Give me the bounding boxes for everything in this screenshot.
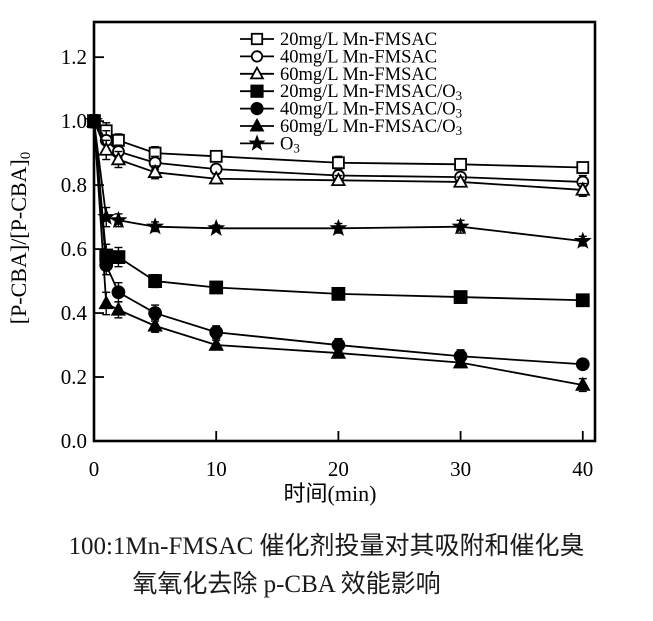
legend-item-4: 20mg/L Mn-FMSAC/O3​ [240, 82, 462, 103]
star-marker-icon [207, 218, 226, 236]
caption-line-1: 100:1Mn-FMSAC 催化剂投量对其吸附和催化臭 [68, 533, 585, 560]
triangle-open-marker-icon [575, 181, 591, 196]
circle-filled-marker-icon [148, 306, 162, 320]
square-filled-marker-icon [453, 290, 468, 304]
triangle-filled-marker-icon [575, 376, 591, 391]
series-square-filled [87, 114, 590, 308]
legend-item-3: 60mg/L Mn-FMSAC [240, 65, 437, 85]
plot-frame [92, 20, 597, 443]
legend-label: 60mg/L Mn-FMSAC [280, 65, 437, 85]
series-line [93, 121, 583, 302]
circle-open-marker-icon [250, 50, 264, 63]
star-marker-icon [573, 231, 592, 249]
legend-label: 20mg/L Mn-FMSAC/O3​ [280, 82, 462, 103]
circle-filled-marker-icon [99, 258, 114, 272]
legend-item-2: 40mg/L Mn-FMSAC [240, 47, 437, 67]
star-marker-icon [97, 207, 116, 225]
x-tick-label: 40 [572, 457, 593, 481]
y-axis-title: [P-CBA]/[P-CBA]0​ [6, 152, 34, 325]
legend-item-1: 20mg/L Mn-FMSAC [240, 30, 437, 50]
triangle-filled-marker-icon [98, 295, 114, 310]
triangle-open-marker-icon [98, 141, 114, 156]
square-filled-marker-icon [575, 293, 590, 308]
triangle-open-marker-icon [330, 171, 347, 187]
legend-label: 40mg/L Mn-FMSAC/O3​ [280, 100, 462, 121]
triangle-filled-marker-icon [249, 117, 265, 132]
circle-filled-marker-icon [250, 102, 264, 116]
square-open-marker-icon [112, 133, 125, 147]
square-filled-marker-icon [209, 280, 224, 295]
chart-area: 0 10 20 30 40 0.0 0.2 0.4 0.6 0.8 1.0 1.2 时间(min) [P-… [6, 20, 597, 506]
square-open-marker-icon [576, 161, 590, 174]
y-tick-label: 0.4 [61, 301, 88, 325]
y-tick-label: 1.2 [61, 45, 87, 69]
triangle-open-marker-icon [452, 173, 469, 188]
circle-filled-marker-icon [209, 325, 224, 340]
square-open-marker-icon [209, 149, 223, 163]
series-triangle-open [86, 112, 591, 198]
star-marker-icon [84, 111, 104, 129]
circle-filled-marker-icon [111, 285, 126, 300]
star-marker-icon [248, 134, 266, 151]
figure-caption: 100:1Mn-FMSAC 催化剂投量对其吸附和催化臭 氧氧化去除 p-CBA … [0, 528, 653, 604]
legend-label: 60mg/L Mn-FMSAC/O3​ [280, 117, 462, 138]
triangle-filled-marker-icon [147, 317, 163, 332]
x-tick-label: 10 [206, 457, 227, 481]
star-marker-icon [109, 210, 128, 228]
legend-label: O3​ [280, 134, 300, 155]
legend-item-5: 40mg/L Mn-FMSAC/O3​ [240, 100, 462, 121]
y-tick-label: 0.6 [61, 237, 87, 261]
caption-line-2: 氧氧化去除 p-CBA 效能影响 [132, 571, 441, 598]
legend-item-6: 60mg/L Mn-FMSAC/O3​ [240, 117, 462, 138]
triangle-open-marker-icon [208, 170, 224, 185]
square-filled-marker-icon [250, 84, 264, 98]
square-filled-marker-icon [111, 250, 126, 264]
square-open-marker-icon [250, 32, 264, 46]
legend-label: 20mg/L Mn-FMSAC [280, 30, 437, 50]
y-tick-label: 1.0 [61, 109, 87, 133]
y-tick-label: 0.0 [61, 429, 87, 453]
star-marker-icon [146, 217, 165, 235]
star-marker-icon [329, 218, 348, 236]
triangle-filled-marker-icon [208, 336, 224, 351]
legend-item-7: O3​ [240, 134, 300, 155]
triangle-filled-marker-icon [452, 354, 469, 369]
circle-filled-marker-icon [575, 357, 590, 372]
triangle-open-marker-icon [147, 163, 163, 179]
star-marker-icon [451, 217, 470, 235]
square-open-marker-icon [331, 156, 345, 170]
legend-label: 40mg/L Mn-FMSAC [280, 47, 437, 67]
y-tick-label: 0.8 [61, 173, 87, 197]
x-tick-label: 20 [328, 457, 349, 481]
chart-svg: 0 10 20 30 40 0.0 0.2 0.4 0.6 0.8 1.0 1.2 时间(min) [P-… [6, 20, 597, 506]
square-filled-marker-icon [148, 274, 162, 288]
triangle-open-marker-icon [249, 65, 265, 80]
y-tick-label: 0.2 [61, 365, 87, 389]
triangle-filled-marker-icon [330, 344, 347, 359]
square-open-marker-icon [454, 157, 467, 171]
series-star-filled [84, 111, 592, 249]
x-tick-label: 0 [89, 457, 100, 481]
square-filled-marker-icon [331, 286, 346, 301]
triangle-filled-marker-icon [110, 301, 127, 316]
triangle-open-marker-icon [110, 151, 127, 166]
x-axis-title: 时间(min) [284, 481, 377, 506]
x-tick-label: 30 [450, 457, 471, 481]
axes: 0 10 20 30 40 0.0 0.2 0.4 0.6 0.8 1.0 1.2 时间(min) [P-… [6, 20, 597, 506]
